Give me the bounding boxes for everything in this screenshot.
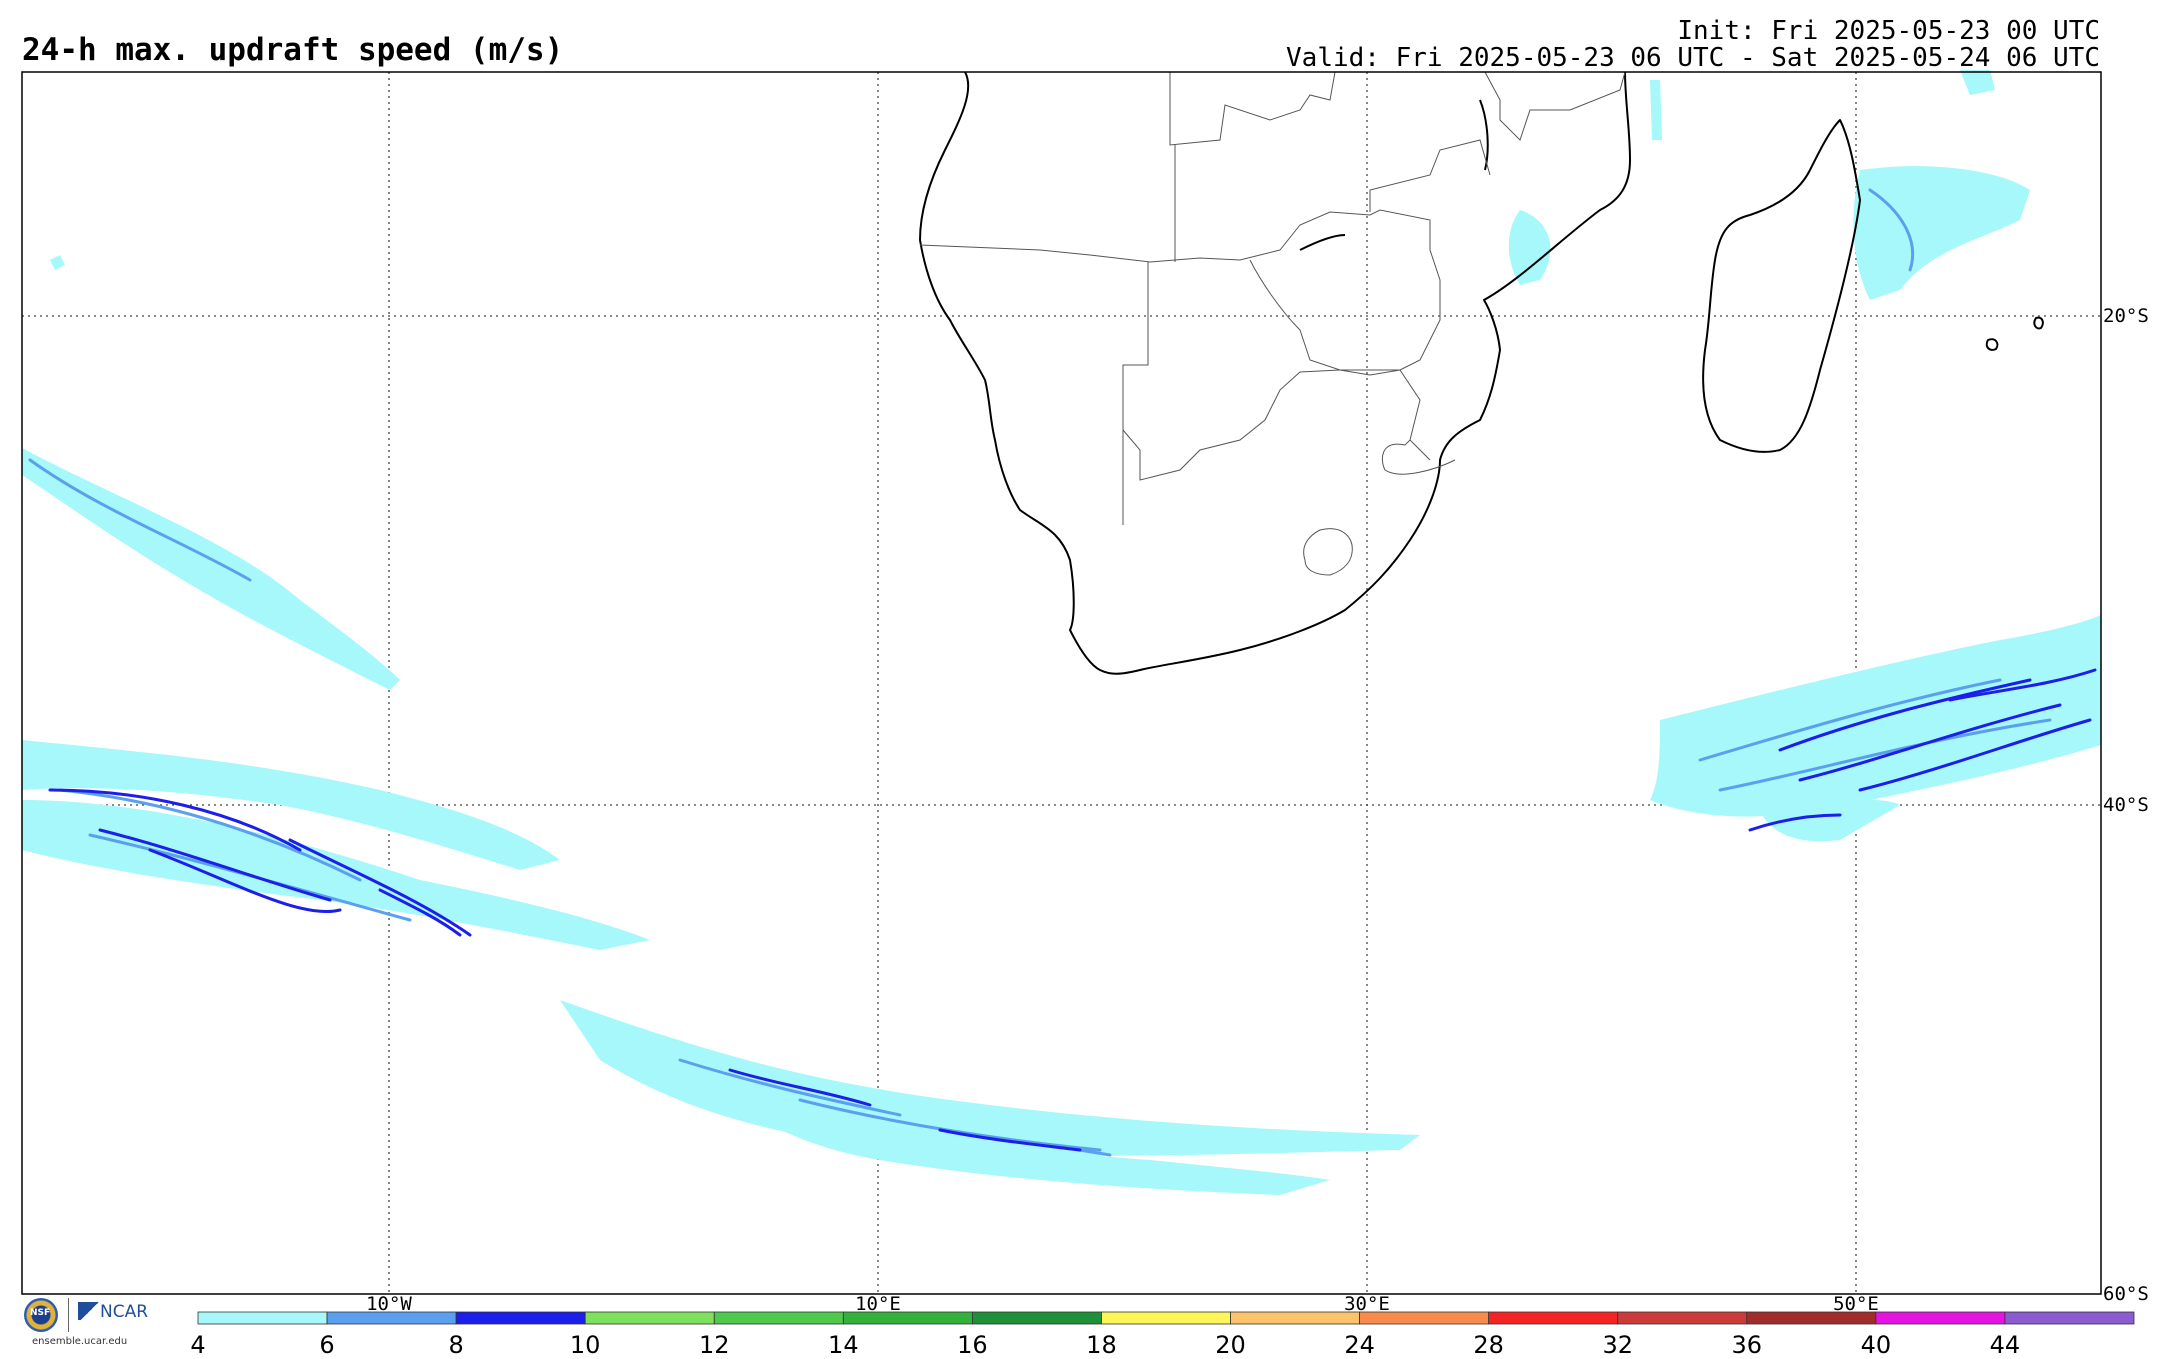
lake-kariba	[1299, 234, 1346, 251]
lat-labels: 20°S 40°S 60°S	[2103, 305, 2149, 1305]
nsf-logo-text: NSF	[30, 1308, 51, 1318]
colorbar-tick-label: 12	[698, 1331, 730, 1359]
colorbar-tick-label: 16	[957, 1331, 988, 1359]
updraft-streaks-mid	[28, 188, 2052, 1157]
lon-label-10w: 10°W	[366, 1293, 412, 1315]
lat-label-60s: 60°S	[2103, 1283, 2149, 1305]
country-borders	[919, 71, 1626, 576]
colorbar-tick-label: 32	[1602, 1331, 1633, 1359]
colorbar-segment	[2004, 1311, 2135, 1325]
coastlines	[919, 71, 2044, 675]
colorbar-segment	[1617, 1311, 1748, 1325]
valid-time: Valid: Fri 2025-05-23 06 UTC - Sat 2025-…	[1286, 43, 2100, 73]
ncar-logo-text: NCAR	[100, 1302, 149, 1322]
colorbar-segment	[197, 1311, 328, 1325]
mauritius-coast	[2033, 316, 2044, 330]
africa-coast	[919, 71, 1631, 675]
colorbar-tick-label: 4	[190, 1331, 206, 1359]
colorbar-tick-label: 44	[1989, 1331, 2021, 1359]
colorbar-tick-label: 18	[1086, 1331, 1117, 1359]
colorbar-tick-label: 36	[1731, 1331, 1763, 1359]
colorbar-tick-label: 20	[1215, 1331, 1246, 1359]
lon-labels: 10°W 10°E 30°E 50°E	[366, 1293, 1879, 1315]
nsf-logo-icon	[24, 1298, 58, 1332]
lon-label-50e: 50°E	[1833, 1293, 1879, 1315]
colorbar-segment	[1488, 1311, 1619, 1325]
colorbar-tick-label: 6	[319, 1331, 335, 1359]
colorbar-segment	[1359, 1311, 1490, 1325]
lake-malawi	[1479, 99, 1489, 171]
colorbar-segment	[326, 1311, 457, 1325]
colorbar-segment	[1101, 1311, 1231, 1325]
reunion-coast	[1985, 338, 1999, 351]
colorbar-segment	[1746, 1311, 1877, 1325]
colorbar-segment	[972, 1311, 1102, 1325]
colorbar-tick-label: 8	[448, 1331, 464, 1359]
lat-label-20s: 20°S	[2103, 305, 2149, 327]
logo-block: NSF NCAR ensemble.ucar.edu	[22, 1296, 162, 1348]
map-frame	[21, 71, 2102, 1295]
madagascar-coast	[1702, 119, 1861, 453]
colorbar-segment	[455, 1311, 586, 1325]
time-info: Init: Fri 2025-05-23 00 UTC Valid: Fri 2…	[1286, 18, 2100, 72]
lon-label-30e: 30°E	[1344, 1293, 1390, 1315]
colorbar-tick-label: 28	[1473, 1331, 1504, 1359]
colorbar-tick-label: 40	[1860, 1331, 1892, 1359]
lat-label-40s: 40°S	[2103, 794, 2149, 816]
lon-label-10e: 10°E	[855, 1293, 901, 1315]
updraft-streaks-strong	[48, 668, 2097, 1152]
colorbar-tick-label: 24	[1344, 1331, 1375, 1359]
colorbar	[197, 1311, 2135, 1325]
ensemble-url: ensemble.ucar.edu	[32, 1336, 128, 1347]
colorbar-segment	[1875, 1311, 2006, 1325]
colorbar-segment	[842, 1311, 973, 1325]
colorbar-segment	[1230, 1311, 1360, 1325]
ncar-logo-icon	[78, 1302, 102, 1320]
updraft-field	[22, 70, 2101, 1195]
colorbar-segment	[713, 1311, 844, 1325]
colorbar-tick-label: 14	[828, 1331, 859, 1359]
logo-divider	[68, 1298, 69, 1332]
init-time: Init: Fri 2025-05-23 00 UTC	[1677, 16, 2100, 46]
map-title: 24-h max. updraft speed (m/s)	[22, 32, 564, 68]
colorbar-tick-label: 10	[569, 1331, 601, 1359]
colorbar-segment	[584, 1311, 715, 1325]
graticule	[22, 72, 2101, 1294]
